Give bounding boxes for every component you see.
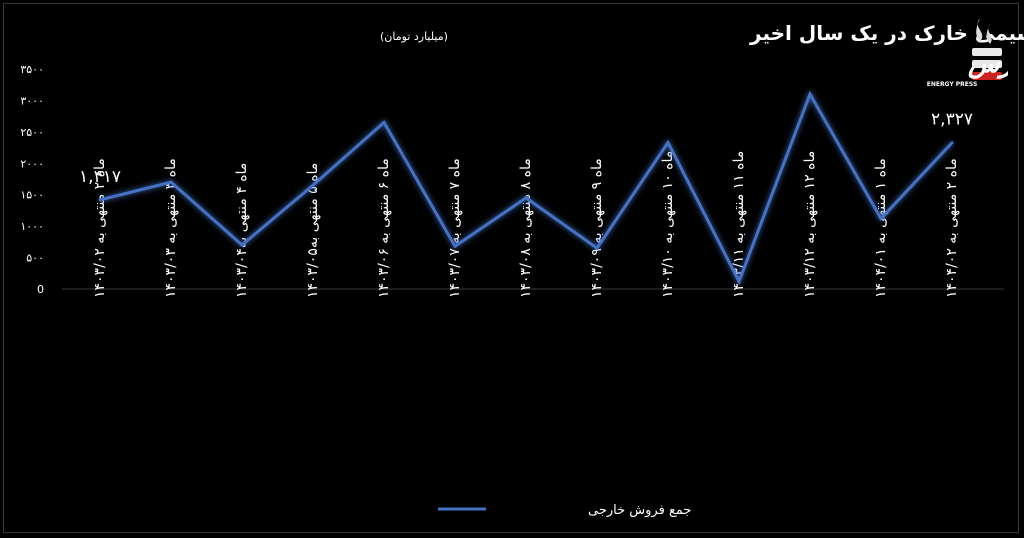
y-tick-label: ۱۵۰۰ [20, 189, 44, 202]
y-tick-label: ۱۰۰۰ [20, 220, 44, 233]
chart-frame [3, 3, 1019, 533]
data-point [595, 246, 599, 250]
data-point [311, 183, 315, 187]
data-label: ۱,۴۱۷ [79, 167, 121, 187]
x-tick-label: ماه ۸ منتهی به ۱۴۰۳/۰۸ [518, 158, 534, 298]
x-tick-label: ماه ۹ منتهی به ۱۴۰۳/۰۹ [589, 158, 605, 298]
x-tick-label: ماه ۴ منتهی به۱۴۰۳/۰۴ [234, 163, 250, 298]
flame-icon [972, 18, 1002, 80]
x-tick-label: ماه ۱۲ منتهی به ۱۴۰۳/۱۲ [802, 151, 818, 298]
y-tick-label: ۳۵۰۰ [20, 63, 44, 76]
data-point [240, 243, 244, 247]
data-labels: ۱,۴۱۷ ۲,۳۲۷ [79, 110, 973, 187]
x-axis: ماه ۲ منتهی به ۱۴۰۳/۰۲ ماه ۳ منتهی به ۱۴۰… [92, 151, 960, 298]
x-tick-label: ماه ۱۱ منتهی به ۱۴۰۳/۱۱ [731, 151, 747, 298]
data-label: ۲,۳۲۷ [931, 110, 973, 130]
x-tick-label: ماه ۱۰ منتهی به ۱۴۰۳/۱۰ [660, 151, 676, 298]
x-tick-label: ماه ۶ منتهی به ۱۴۰۳/۰۶ [376, 158, 392, 298]
data-point [524, 196, 528, 200]
data-point [808, 92, 812, 96]
data-point [98, 198, 102, 202]
plot-area [98, 90, 954, 286]
y-tick-label: ۲۵۰۰ [20, 126, 44, 139]
x-tick-label: ماه ۳ منتهی به ۱۴۰۳/۰۳ [163, 158, 179, 298]
logo-text: انرژی پرس [967, 49, 1008, 79]
x-tick-label: ماه ۲ منتهی به ۱۴۰۴/۰۲ [944, 158, 960, 298]
legend: جمع فروش خارجی [438, 503, 691, 518]
x-tick-label: ماه ۷ منتهی به ۱۴۰۳/۰۷ [447, 158, 463, 298]
chart-subtitle: (میلیارد تومان) [380, 30, 448, 43]
x-tick-label: ماه ۱ منتهی به ۱۴۰۴/۰۱ [873, 158, 889, 298]
y-tick-label: 0 [37, 283, 44, 296]
data-point [169, 180, 173, 184]
y-tick-label: ۳۰۰۰ [20, 94, 44, 107]
y-tick-label: ۲۰۰۰ [20, 157, 44, 170]
x-tick-label: ماه ۵ منتهی به۱۴۰۳/۰۵ [305, 163, 321, 298]
data-point [879, 217, 883, 221]
data-point [737, 279, 741, 283]
y-axis: 0 ۵۰۰ ۱۰۰۰ ۱۵۰۰ ۲۰۰۰ ۲۵۰۰ ۳۰۰۰ ۳۵۰۰ [20, 63, 44, 296]
x-tick-label: ماه ۲ منتهی به ۱۴۰۳/۰۲ [92, 158, 108, 298]
data-point [666, 141, 670, 145]
energy-press-logo: انرژی پرس ENERGY PRESS [927, 18, 1008, 88]
y-tick-label: ۵۰۰ [26, 252, 44, 265]
legend-label: جمع فروش خارجی [588, 503, 691, 518]
data-point [453, 244, 457, 248]
logo-subtext: ENERGY PRESS [927, 81, 978, 88]
data-point [382, 120, 386, 124]
data-point [950, 141, 954, 145]
